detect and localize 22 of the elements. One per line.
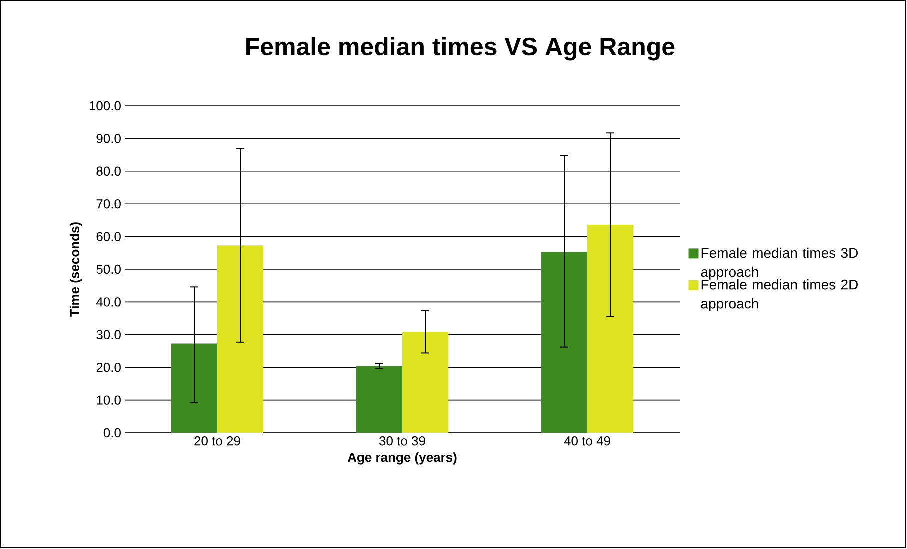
x-axis-title: Age range (years) <box>348 452 457 465</box>
y-tick-label: 80.0 <box>96 166 121 176</box>
y-tick-label: 0.0 <box>104 428 121 438</box>
bar <box>402 332 449 433</box>
y-tick-label: 60.0 <box>96 232 121 242</box>
y-tick-label: 50.0 <box>96 264 121 274</box>
bar <box>588 225 634 433</box>
y-tick-label: 90.0 <box>96 134 121 144</box>
bar <box>356 366 403 433</box>
legend-label: Female median times 3D approach <box>701 248 858 280</box>
y-tick-label: 40.0 <box>96 298 121 307</box>
chart-title: Female median times VS Age Range <box>246 37 675 61</box>
x-tick-label: 30 to 39 <box>380 436 426 446</box>
y-axis-title: Time (seconds) <box>70 222 82 317</box>
y-tick-label: 30.0 <box>96 330 121 340</box>
x-tick-label: 40 to 49 <box>564 436 610 446</box>
y-tick-label: 10.0 <box>97 396 121 405</box>
y-tick-label: 100.0 <box>90 101 121 111</box>
legend-label: Female median times 2D approach <box>701 279 858 312</box>
y-tick-label: 20.0 <box>96 362 121 372</box>
x-tick-label: 20 to 29 <box>194 436 240 446</box>
y-tick-label: 70.0 <box>96 199 121 209</box>
